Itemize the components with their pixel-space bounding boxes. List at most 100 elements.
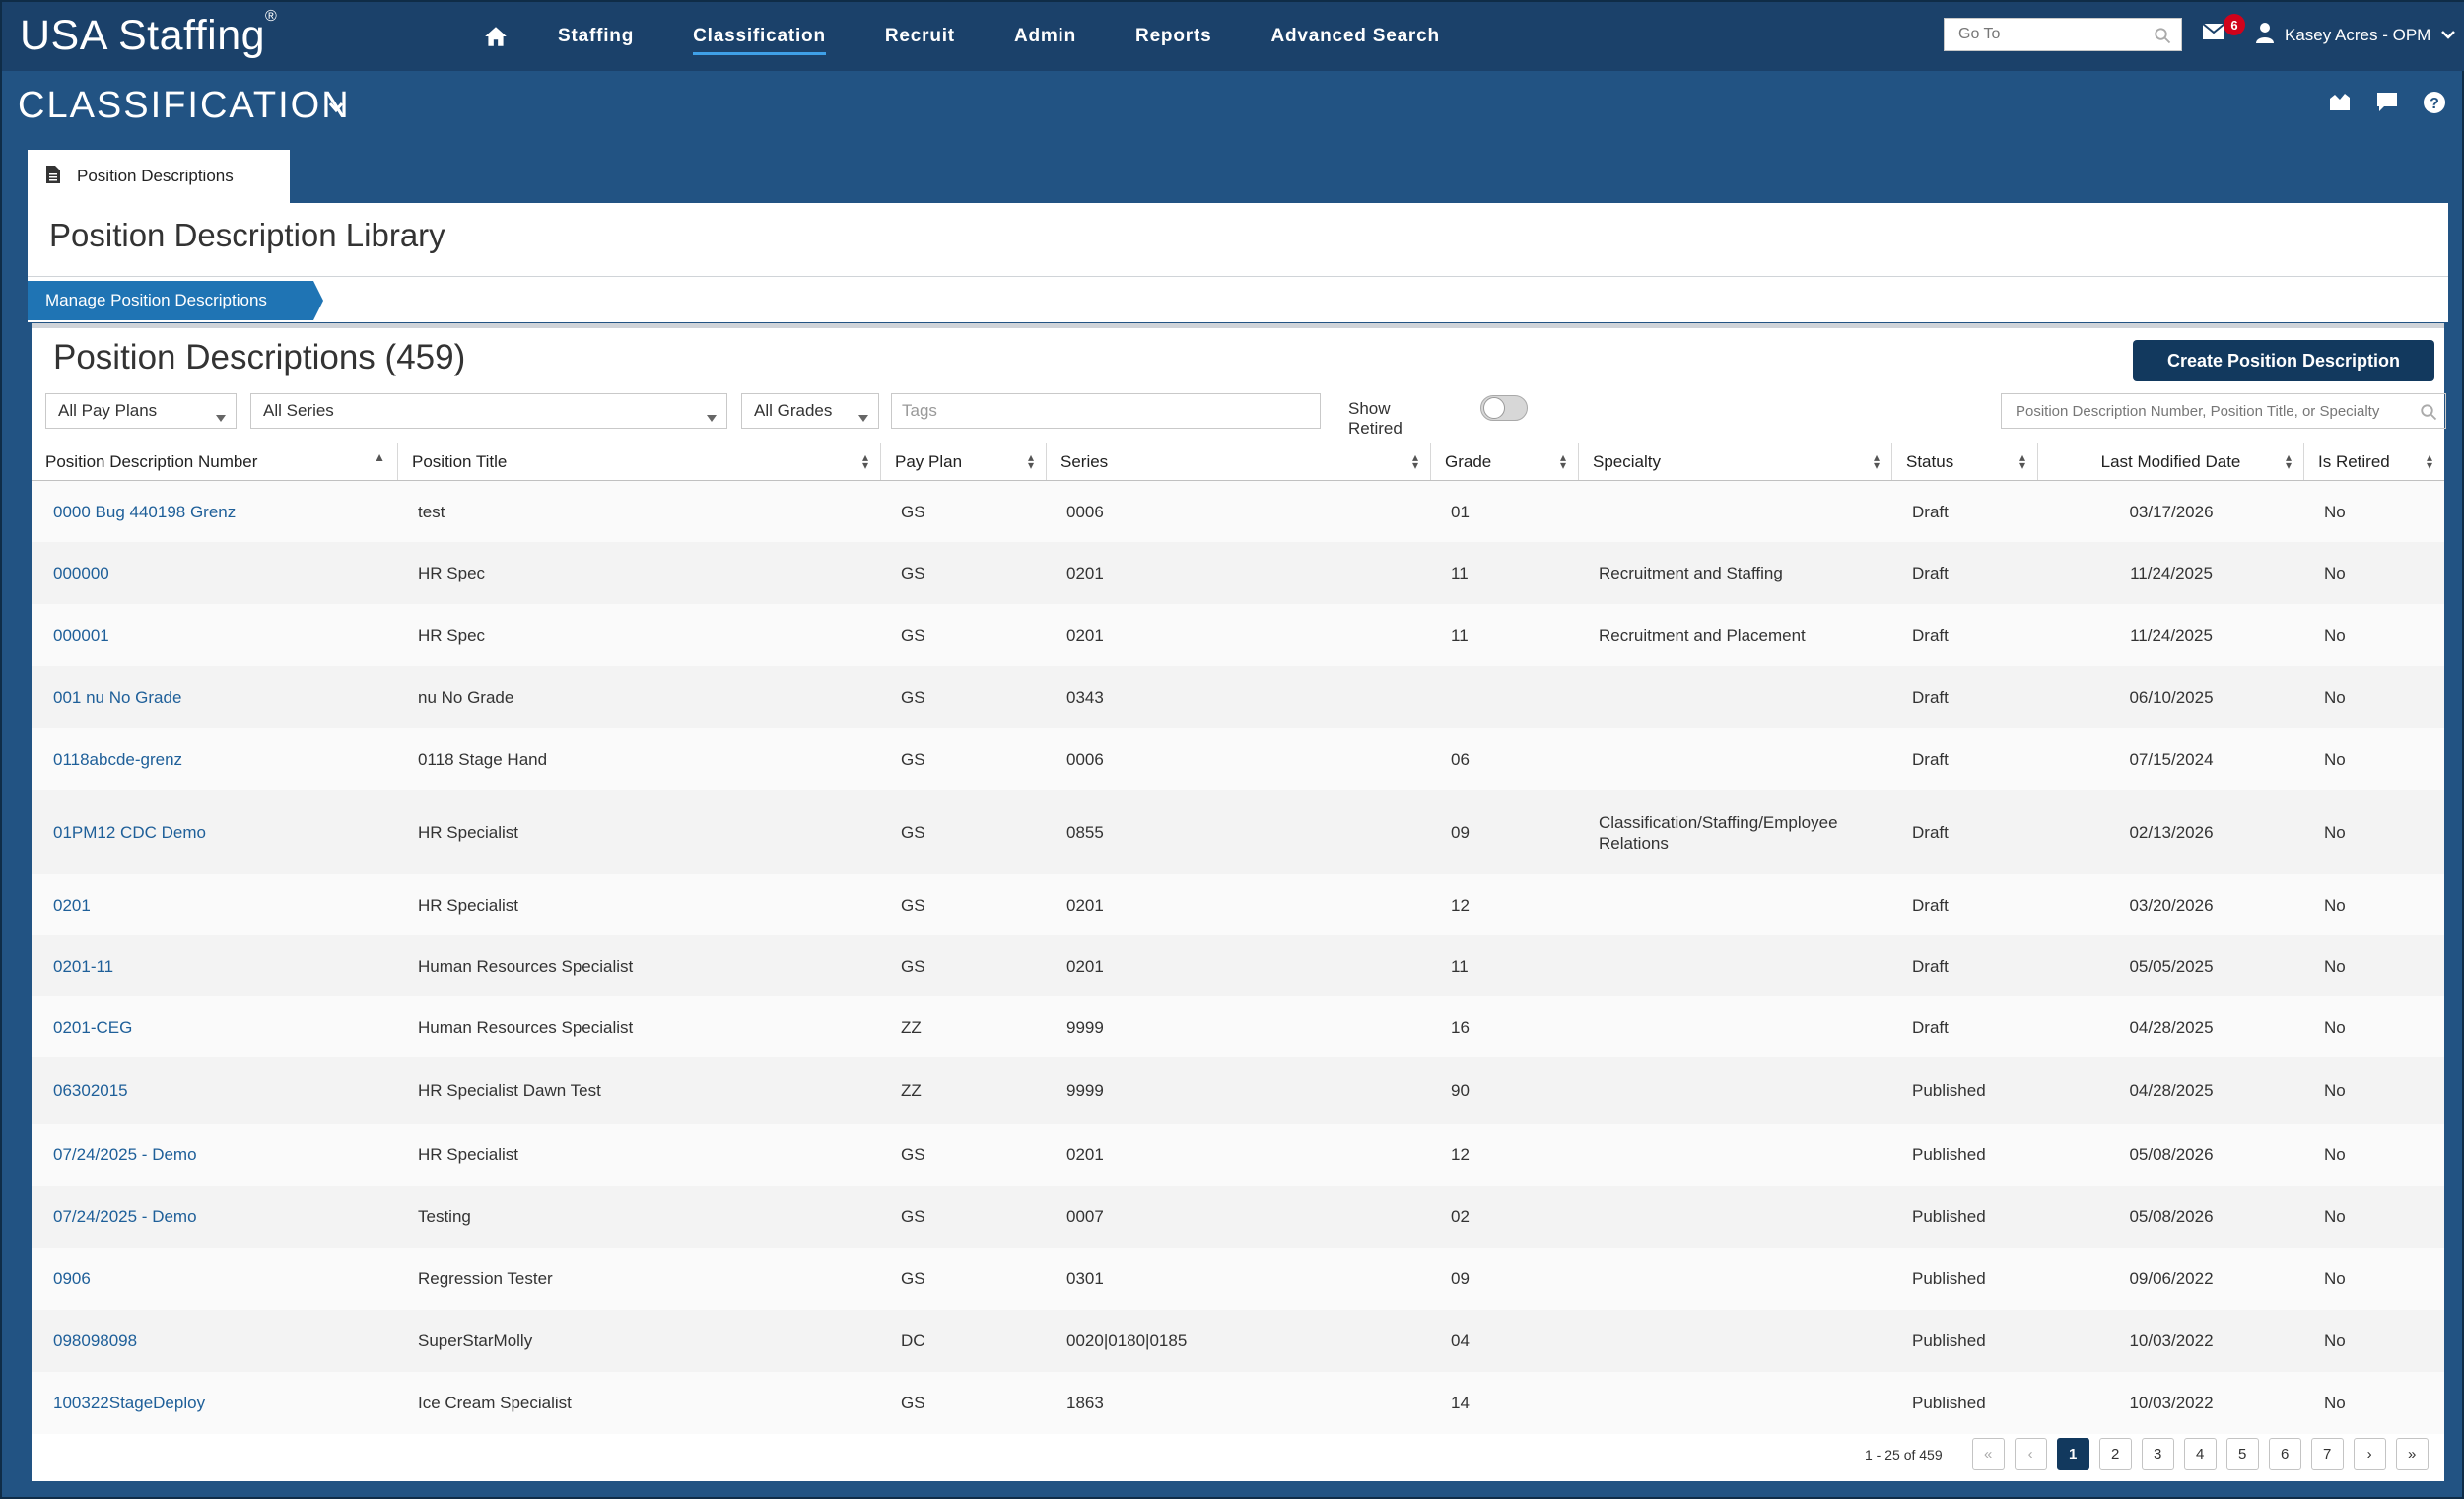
- pd-number-link[interactable]: 0201: [53, 895, 91, 915]
- last-page-button[interactable]: »: [2395, 1438, 2429, 1470]
- nav-classification[interactable]: Classification: [693, 20, 826, 55]
- grade: 12: [1451, 1145, 1470, 1164]
- search-icon[interactable]: [2420, 403, 2437, 425]
- col-header-series[interactable]: Series ▴ ▾: [1047, 443, 1431, 480]
- page-button[interactable]: 6: [2268, 1438, 2301, 1470]
- page-button[interactable]: 1: [2056, 1438, 2089, 1470]
- table-row[interactable]: 000001 HR Spec GS 0201 11 Recruitment and Pla…: [32, 604, 2444, 666]
- pay-plan: GS: [901, 750, 925, 769]
- mail-icon[interactable]: [2202, 22, 2225, 46]
- nav-admin[interactable]: Admin: [1013, 26, 1077, 46]
- position-title: HR Spec: [418, 564, 486, 582]
- status: Published: [1912, 1081, 1986, 1100]
- goto-input[interactable]: Go To: [1944, 18, 2182, 51]
- col-header-title[interactable]: Position Title ▴ ▾: [398, 443, 881, 480]
- pd-number-link[interactable]: 001 nu No Grade: [53, 688, 182, 707]
- table-row[interactable]: 0201 HR Specialist GS 0201 12 Draft 03/20/2026…: [32, 874, 2444, 935]
- position-title: 0118 Stage Hand: [418, 750, 548, 769]
- col-header-grade[interactable]: Grade ▴ ▾: [1431, 443, 1579, 480]
- col-header-specialty[interactable]: Specialty ▴ ▾: [1579, 443, 1892, 480]
- help-icon[interactable]: ?: [2423, 91, 2446, 114]
- last-modified-date: 04/28/2025: [2129, 1017, 2214, 1037]
- nav-recruit[interactable]: Recruit: [884, 26, 955, 46]
- is-retired: No: [2324, 823, 2346, 842]
- first-page-button[interactable]: «: [1971, 1438, 2005, 1470]
- last-modified-date: 06/10/2025: [2129, 688, 2214, 707]
- pd-number-link[interactable]: 0201-CEG: [53, 1017, 133, 1037]
- breadcrumb-item-manage[interactable]: Manage Position Descriptions: [28, 281, 323, 320]
- table-row[interactable]: 01PM12 CDC Demo HR Specialist GS 0855 09 Clas…: [32, 790, 2444, 874]
- position-title: Human Resources Specialist: [418, 1017, 634, 1037]
- pd-search-input[interactable]: Position Description Number, Position Ti…: [2001, 393, 2446, 429]
- pd-number-link[interactable]: 01PM12 CDC Demo: [53, 823, 206, 842]
- home-icon[interactable]: [483, 24, 509, 49]
- table-row[interactable]: 06302015 HR Specialist Dawn Test ZZ 9999 90 P…: [32, 1057, 2444, 1124]
- table-row[interactable]: 0201-11 Human Resources Specialist GS 0201 1…: [32, 935, 2444, 996]
- grade: 16: [1451, 1017, 1470, 1037]
- series: 9999: [1066, 1081, 1104, 1100]
- pd-number-link[interactable]: 0118abcde-grenz: [53, 750, 183, 769]
- pay-plan: ZZ: [901, 1017, 922, 1037]
- tab-position-descriptions[interactable]: Position Descriptions: [28, 150, 290, 203]
- specialty: Recruitment and Staffing: [1599, 564, 1783, 582]
- brand-logo[interactable]: USA Staffing®: [20, 7, 278, 59]
- page-button[interactable]: 2: [2098, 1438, 2132, 1470]
- page-button[interactable]: 4: [2183, 1438, 2217, 1470]
- table-row[interactable]: 0201-CEG Human Resources Specialist ZZ 9999…: [32, 996, 2444, 1057]
- grades-select[interactable]: All Grades: [741, 393, 879, 429]
- nav-reports[interactable]: Reports: [1135, 26, 1212, 46]
- pd-number-link[interactable]: 100322StageDeploy: [53, 1394, 206, 1412]
- col-header-pay-plan[interactable]: Pay Plan ▴ ▾: [881, 443, 1047, 480]
- pd-number-link[interactable]: 000000: [53, 564, 109, 582]
- position-title: nu No Grade: [418, 688, 514, 707]
- col-header-number[interactable]: Position Description Number ▲: [32, 443, 398, 480]
- chevron-down-icon[interactable]: [327, 101, 345, 119]
- pay-plan-select[interactable]: All Pay Plans: [45, 393, 237, 429]
- page-button[interactable]: 7: [2310, 1438, 2344, 1470]
- chat-icon[interactable]: [2375, 91, 2399, 114]
- status: Draft: [1912, 502, 1949, 521]
- grade: 12: [1451, 895, 1470, 915]
- show-retired-toggle[interactable]: [1480, 395, 1528, 421]
- sort-icon: ▴ ▾: [2426, 450, 2432, 472]
- col-header-is-retired[interactable]: Is Retired ▴ ▾: [2304, 443, 2444, 480]
- section-title[interactable]: CLASSIFICATION: [18, 85, 351, 126]
- series-select[interactable]: All Series: [250, 393, 727, 429]
- nav-advanced-search[interactable]: Advanced Search: [1270, 26, 1440, 46]
- search-icon[interactable]: [2154, 27, 2171, 49]
- user-menu[interactable]: Kasey Acres - OPM: [2255, 22, 2456, 48]
- next-page-button[interactable]: ›: [2353, 1438, 2386, 1470]
- last-modified-date: 10/03/2022: [2129, 1331, 2214, 1350]
- table-row[interactable]: 100322StageDeploy Ice Cream Specialist GS 1…: [32, 1372, 2444, 1434]
- caret-down-icon: [858, 408, 868, 428]
- table-row[interactable]: 0906 Regression Tester GS 0301 09 Published 09…: [32, 1248, 2444, 1310]
- prev-page-button[interactable]: ‹: [2014, 1438, 2047, 1470]
- nav-staffing[interactable]: Staffing: [558, 26, 635, 46]
- pd-number-link[interactable]: 0906: [53, 1269, 91, 1288]
- pd-number-link[interactable]: 07/24/2025 - Demo: [53, 1145, 197, 1164]
- table-row[interactable]: 07/24/2025 - Demo HR Specialist GS 0201 12 Pu…: [32, 1124, 2444, 1186]
- table-row[interactable]: 0000 Bug 440198 Grenz test GS 0006 01 Draft 03…: [32, 481, 2444, 542]
- table-row[interactable]: 098098098 SuperStarMolly DC 0020|0180|0185 0…: [32, 1310, 2444, 1372]
- col-header-last-modified[interactable]: Last Modified Date ▴ ▾: [2038, 443, 2304, 480]
- table-row[interactable]: 07/24/2025 - Demo Testing GS 0007 02 Publishe…: [32, 1186, 2444, 1248]
- tags-input[interactable]: Tags: [891, 393, 1321, 429]
- table-row[interactable]: 0118abcde-grenz 0118 Stage Hand GS 0006 06 Dr…: [32, 728, 2444, 790]
- pd-number-link[interactable]: 06302015: [53, 1081, 128, 1100]
- table-row[interactable]: 001 nu No Grade nu No Grade GS 0343 Draft 06/…: [32, 666, 2444, 728]
- status: Draft: [1912, 688, 1949, 707]
- create-position-description-button[interactable]: Create Position Description: [2133, 340, 2434, 381]
- pd-number-link[interactable]: 000001: [53, 626, 109, 645]
- pd-number-link[interactable]: 0201-11: [53, 956, 114, 976]
- pay-plan: GS: [901, 626, 925, 645]
- is-retired: No: [2324, 502, 2346, 521]
- pd-number-link[interactable]: 0000 Bug 440198 Grenz: [53, 502, 237, 521]
- page-button[interactable]: 3: [2141, 1438, 2174, 1470]
- page-button[interactable]: 5: [2225, 1438, 2259, 1470]
- dashboard-icon[interactable]: [2328, 91, 2352, 114]
- col-header-status[interactable]: Status ▴ ▾: [1892, 443, 2038, 480]
- pd-number-link[interactable]: 07/24/2025 - Demo: [53, 1207, 197, 1226]
- pd-number-link[interactable]: 098098098: [53, 1331, 138, 1350]
- col-label: Last Modified Date: [2100, 451, 2241, 471]
- table-row[interactable]: 000000 HR Spec GS 0201 11 Recruitment and Sta…: [32, 542, 2444, 604]
